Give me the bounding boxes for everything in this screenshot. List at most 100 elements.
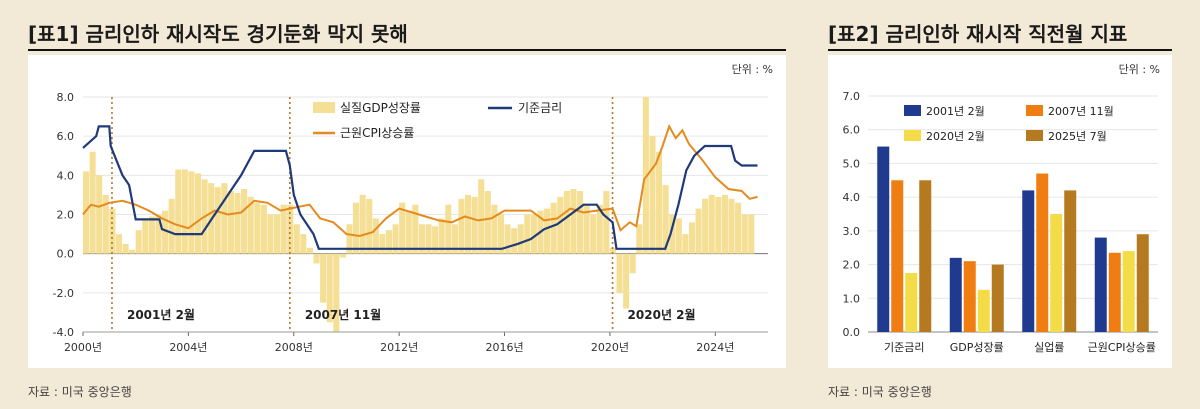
indicator-bar — [1050, 214, 1063, 332]
y-tick-label: 4.0 — [57, 169, 75, 182]
gdp-bar — [96, 175, 103, 254]
legend-swatch — [1026, 130, 1043, 141]
gdp-bar — [438, 218, 445, 254]
indicator-bar — [1122, 251, 1135, 332]
gdp-bar — [662, 185, 669, 254]
gdp-bar — [168, 198, 175, 254]
gdp-bar — [478, 179, 485, 254]
gdp-bar — [115, 234, 122, 254]
gdp-bar — [497, 214, 505, 254]
gdp-bar — [326, 253, 333, 323]
legend-label: 2025년 7월 — [1048, 130, 1107, 143]
indicator-bar — [1022, 190, 1035, 332]
x-tick-label: 2020년 — [591, 341, 629, 354]
gdp-bar — [708, 194, 715, 254]
gdp-bar — [544, 208, 551, 254]
gdp-bar — [557, 196, 564, 254]
indicator-bar — [949, 257, 962, 332]
gdp-bar — [300, 234, 307, 254]
category-label: 근원CPI상승률 — [1088, 341, 1156, 354]
cut-marker-label: 2007년 11월 — [305, 307, 381, 322]
y-tick-label: 3.0 — [843, 225, 861, 238]
y-tick-label: -4.0 — [53, 326, 74, 339]
legend-label: 2020년 2월 — [926, 130, 985, 143]
core-cpi-line — [82, 123, 758, 238]
gdp-bar — [274, 214, 281, 254]
gdp-bar — [267, 214, 274, 254]
gdp-bar — [596, 204, 603, 254]
gdp-bar — [359, 194, 366, 254]
right-title-rule — [828, 49, 1172, 51]
x-tick-label: 2008년 — [275, 341, 313, 354]
gdp-bar — [306, 247, 314, 254]
gdp-bar — [346, 224, 353, 254]
gdp-bar — [194, 173, 202, 254]
y-tick-label: 0.0 — [843, 326, 861, 339]
legend-label: 2001년 2월 — [926, 105, 985, 118]
gdp-bar — [550, 202, 557, 254]
gdp-bar — [260, 204, 267, 254]
gdp-bar — [142, 218, 149, 254]
gdp-bar — [491, 204, 498, 254]
gdp-bar — [399, 202, 406, 254]
gdp-bar — [465, 194, 472, 254]
gdp-bar — [188, 171, 195, 254]
left-unit-label: 단위 : % — [732, 63, 773, 76]
indicator-bar — [1136, 234, 1149, 332]
gdp-bar — [89, 151, 96, 254]
legend-swatch-gdp — [313, 102, 335, 113]
gdp-bar — [563, 191, 570, 254]
gdp-bar — [590, 214, 597, 254]
gdp-bar — [636, 224, 643, 254]
gdp-bar — [570, 189, 577, 254]
gdp-bar — [122, 243, 129, 254]
gdp-bar — [682, 234, 689, 254]
gdp-bar — [148, 216, 155, 254]
legend-label-gdp: 실질GDP성장률 — [340, 101, 421, 115]
gdp-bar — [504, 224, 511, 254]
gdp-bar — [181, 169, 188, 254]
gdp-bar — [669, 214, 676, 254]
gdp-bar — [675, 218, 682, 254]
gdp-bar — [728, 198, 735, 254]
indicator-bar — [991, 264, 1004, 332]
gdp-bar — [254, 202, 261, 254]
x-tick-label: 2016년 — [485, 341, 523, 354]
gdp-bar — [227, 191, 234, 254]
gdp-bar — [175, 169, 182, 254]
gdp-bar — [320, 253, 327, 303]
gdp-bar — [379, 234, 386, 254]
gdp-bar — [333, 253, 340, 332]
gdp-bar — [741, 214, 748, 254]
left-chart-title: [표1] 금리인하 재시작도 경기둔화 막지 못해 — [28, 22, 408, 46]
gdp-bar — [418, 224, 425, 254]
y-tick-label: 5.0 — [843, 157, 861, 170]
left-title-rule — [28, 49, 786, 51]
indicator-bar — [877, 146, 890, 332]
gdp-bar — [649, 136, 656, 254]
gdp-bar — [735, 202, 742, 254]
gdp-bar — [392, 224, 399, 254]
y-tick-label: 0.0 — [57, 248, 75, 261]
gdp-bar — [609, 247, 616, 254]
left-line-chart: 단위 : % 8.0 6.0 4.0 2.0 0.0 -2.0 -4.0 2001년 2월 200… — [53, 63, 773, 354]
gdp-bar — [109, 208, 116, 254]
gdp-bar — [629, 253, 636, 274]
y-tick-label: 6.0 — [57, 130, 75, 143]
gdp-bar — [425, 224, 432, 254]
gdp-bar — [280, 204, 287, 254]
gdp-bar — [484, 191, 491, 254]
right-source-note: 자료 : 미국 중앙은행 — [828, 385, 932, 399]
right-unit-label: 단위 : % — [1119, 63, 1160, 76]
y-tick-label: -2.0 — [53, 287, 74, 300]
gdp-bar — [339, 253, 346, 258]
gdp-bar — [688, 222, 696, 254]
gdp-bar — [162, 210, 169, 254]
y-tick-label: 7.0 — [843, 90, 861, 103]
gdp-bar — [695, 208, 702, 254]
category-label: GDP성장률 — [950, 341, 1004, 354]
gdp-bar — [451, 224, 458, 254]
gdp-bar — [155, 214, 162, 254]
indicator-bar — [891, 180, 904, 332]
x-tick-label: 2004년 — [169, 341, 207, 354]
